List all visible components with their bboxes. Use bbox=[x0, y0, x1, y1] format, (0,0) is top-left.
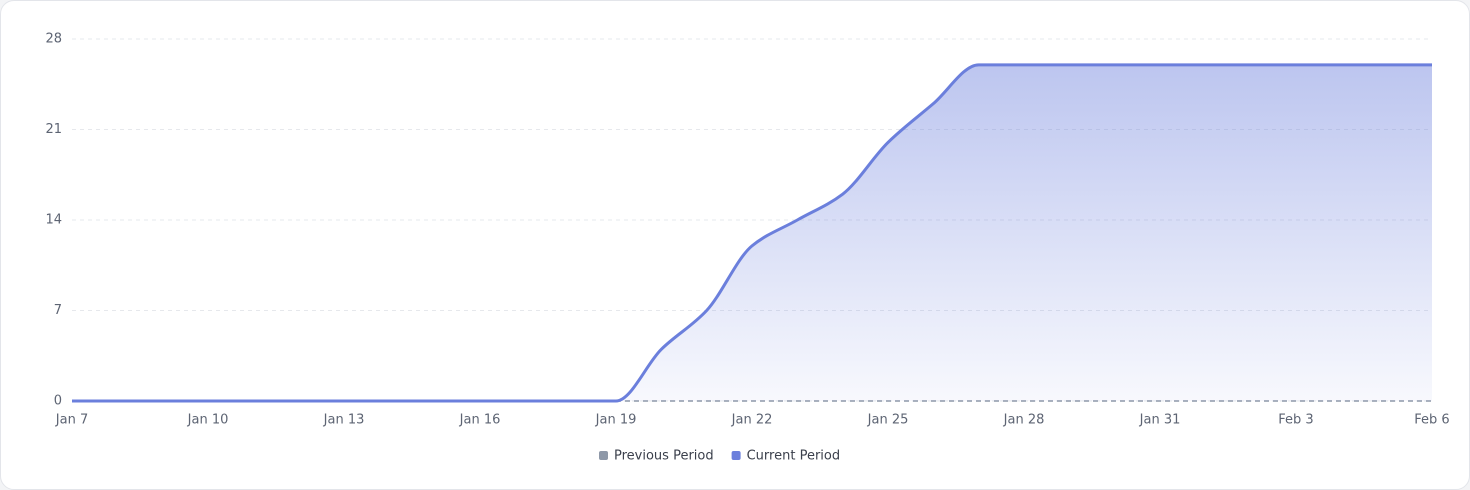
x-tick-label: Jan 25 bbox=[867, 413, 909, 428]
x-tick-label: Jan 19 bbox=[595, 413, 637, 428]
legend-swatch[interactable] bbox=[731, 451, 741, 460]
legend-swatch[interactable] bbox=[599, 451, 608, 460]
x-tick-label: Feb 3 bbox=[1278, 413, 1313, 428]
y-tick-label: 21 bbox=[45, 122, 62, 137]
legend-label[interactable]: Previous Period bbox=[614, 449, 714, 464]
x-tick-label: Jan 28 bbox=[1003, 413, 1045, 428]
x-tick-label: Jan 16 bbox=[459, 413, 501, 428]
x-tick-label: Feb 6 bbox=[1414, 413, 1449, 428]
y-tick-label: 7 bbox=[54, 303, 62, 318]
x-tick-label: Jan 22 bbox=[731, 413, 773, 428]
x-tick-label: Jan 31 bbox=[1139, 413, 1181, 428]
series-area bbox=[72, 64, 1432, 401]
series-line bbox=[72, 63, 1432, 403]
x-tick-label: Jan 7 bbox=[55, 413, 88, 428]
y-tick-label: 0 bbox=[54, 394, 62, 409]
legend-label[interactable]: Current Period bbox=[747, 449, 841, 464]
y-tick-label: 14 bbox=[45, 213, 62, 228]
y-tick-label: 28 bbox=[45, 32, 62, 47]
x-tick-label: Jan 13 bbox=[323, 413, 365, 428]
x-tick-label: Jan 10 bbox=[187, 413, 229, 428]
